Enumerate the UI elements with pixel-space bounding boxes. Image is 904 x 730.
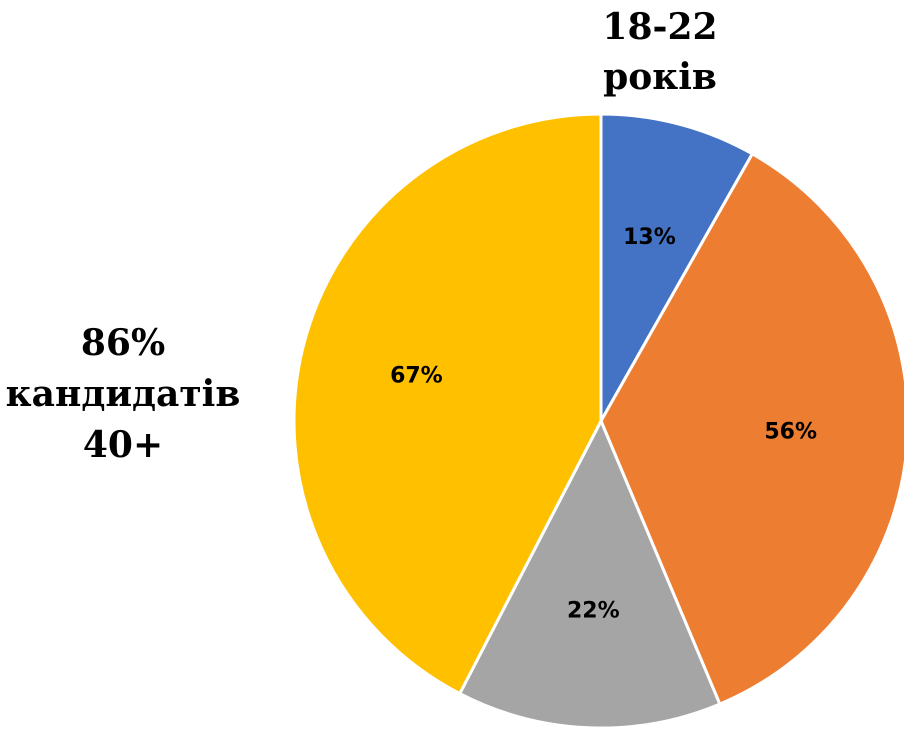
annotation-candidates-40plus: 86% кандидатів 40+ [0,318,246,471]
pie-slice-4 [292,112,603,696]
annotation-candidates-line-2: кандидатів [5,373,241,415]
pie-slice-3 [458,419,722,730]
annotation-age-line-1: 18-22 [602,6,718,48]
annotation-age-line-2: років [603,56,717,98]
pie-slice-1 [599,112,754,423]
pie-slice-3-label: 22% [567,598,620,623]
pie-slice-1-label: 13% [623,225,676,250]
pie-slice-2 [599,152,904,706]
pie-slices [292,112,904,730]
annotation-candidates-line-3: 40+ [82,424,164,466]
pie-slice-4-label: 67% [390,364,443,389]
pie-slice-2-label: 56% [764,420,817,445]
pie-data-labels: 13% 56% 22% 67% [390,225,817,624]
annotation-age-18-22: 18-22 років [590,2,730,102]
annotation-candidates-line-1: 86% [80,322,166,364]
